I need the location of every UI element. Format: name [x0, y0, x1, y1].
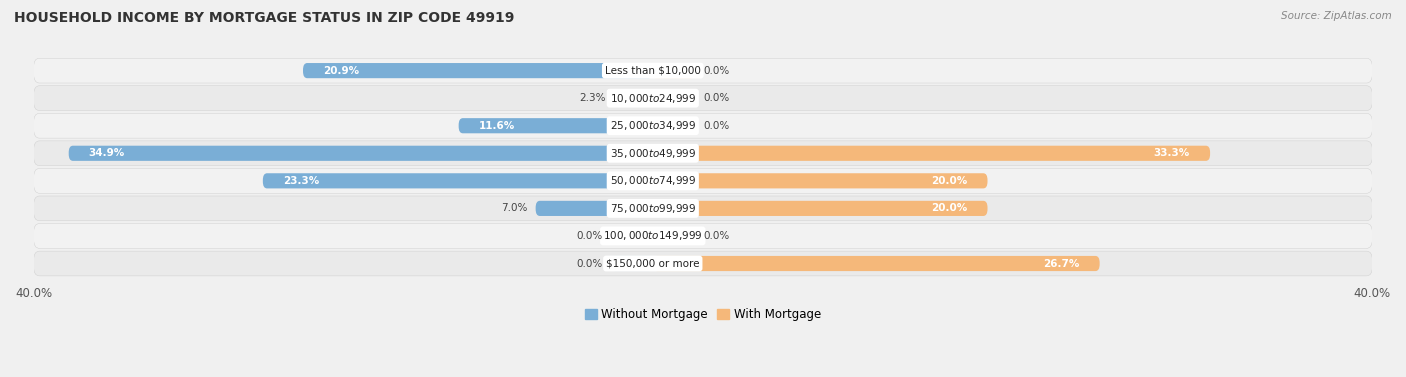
- Text: 0.0%: 0.0%: [703, 121, 730, 131]
- Text: HOUSEHOLD INCOME BY MORTGAGE STATUS IN ZIP CODE 49919: HOUSEHOLD INCOME BY MORTGAGE STATUS IN Z…: [14, 11, 515, 25]
- FancyBboxPatch shape: [612, 256, 652, 271]
- Text: 33.3%: 33.3%: [1154, 148, 1189, 158]
- Text: 23.3%: 23.3%: [283, 176, 319, 186]
- FancyBboxPatch shape: [614, 90, 652, 106]
- FancyBboxPatch shape: [652, 173, 987, 188]
- FancyBboxPatch shape: [652, 118, 695, 133]
- Text: 11.6%: 11.6%: [478, 121, 515, 131]
- FancyBboxPatch shape: [652, 201, 987, 216]
- FancyBboxPatch shape: [652, 90, 695, 106]
- Text: 0.0%: 0.0%: [703, 66, 730, 76]
- FancyBboxPatch shape: [652, 146, 1211, 161]
- FancyBboxPatch shape: [652, 256, 1099, 271]
- Text: $75,000 to $99,999: $75,000 to $99,999: [610, 202, 696, 215]
- Text: 2.3%: 2.3%: [579, 93, 606, 103]
- FancyBboxPatch shape: [652, 228, 695, 244]
- Text: 26.7%: 26.7%: [1043, 259, 1080, 268]
- Text: 0.0%: 0.0%: [576, 231, 603, 241]
- Text: $35,000 to $49,999: $35,000 to $49,999: [610, 147, 696, 160]
- Text: 0.0%: 0.0%: [576, 259, 603, 268]
- FancyBboxPatch shape: [458, 118, 652, 133]
- Text: 20.0%: 20.0%: [931, 176, 967, 186]
- FancyBboxPatch shape: [536, 201, 652, 216]
- Text: 34.9%: 34.9%: [89, 148, 125, 158]
- FancyBboxPatch shape: [652, 63, 695, 78]
- Text: 20.9%: 20.9%: [323, 66, 359, 76]
- FancyBboxPatch shape: [34, 224, 1372, 248]
- Text: Less than $10,000: Less than $10,000: [605, 66, 700, 76]
- Text: 0.0%: 0.0%: [703, 231, 730, 241]
- Text: $10,000 to $24,999: $10,000 to $24,999: [610, 92, 696, 105]
- Text: $100,000 to $149,999: $100,000 to $149,999: [603, 230, 703, 242]
- Text: $50,000 to $74,999: $50,000 to $74,999: [610, 174, 696, 187]
- FancyBboxPatch shape: [263, 173, 652, 188]
- FancyBboxPatch shape: [34, 58, 1372, 83]
- FancyBboxPatch shape: [34, 86, 1372, 110]
- Legend: Without Mortgage, With Mortgage: Without Mortgage, With Mortgage: [581, 303, 825, 326]
- FancyBboxPatch shape: [34, 169, 1372, 193]
- Text: $150,000 or more: $150,000 or more: [606, 259, 700, 268]
- Text: 0.0%: 0.0%: [703, 93, 730, 103]
- Text: $25,000 to $34,999: $25,000 to $34,999: [610, 119, 696, 132]
- Text: 7.0%: 7.0%: [501, 204, 527, 213]
- FancyBboxPatch shape: [69, 146, 652, 161]
- Text: Source: ZipAtlas.com: Source: ZipAtlas.com: [1281, 11, 1392, 21]
- FancyBboxPatch shape: [34, 141, 1372, 166]
- FancyBboxPatch shape: [34, 251, 1372, 276]
- FancyBboxPatch shape: [612, 228, 652, 244]
- FancyBboxPatch shape: [34, 113, 1372, 138]
- FancyBboxPatch shape: [304, 63, 652, 78]
- Text: 20.0%: 20.0%: [931, 204, 967, 213]
- FancyBboxPatch shape: [34, 196, 1372, 221]
